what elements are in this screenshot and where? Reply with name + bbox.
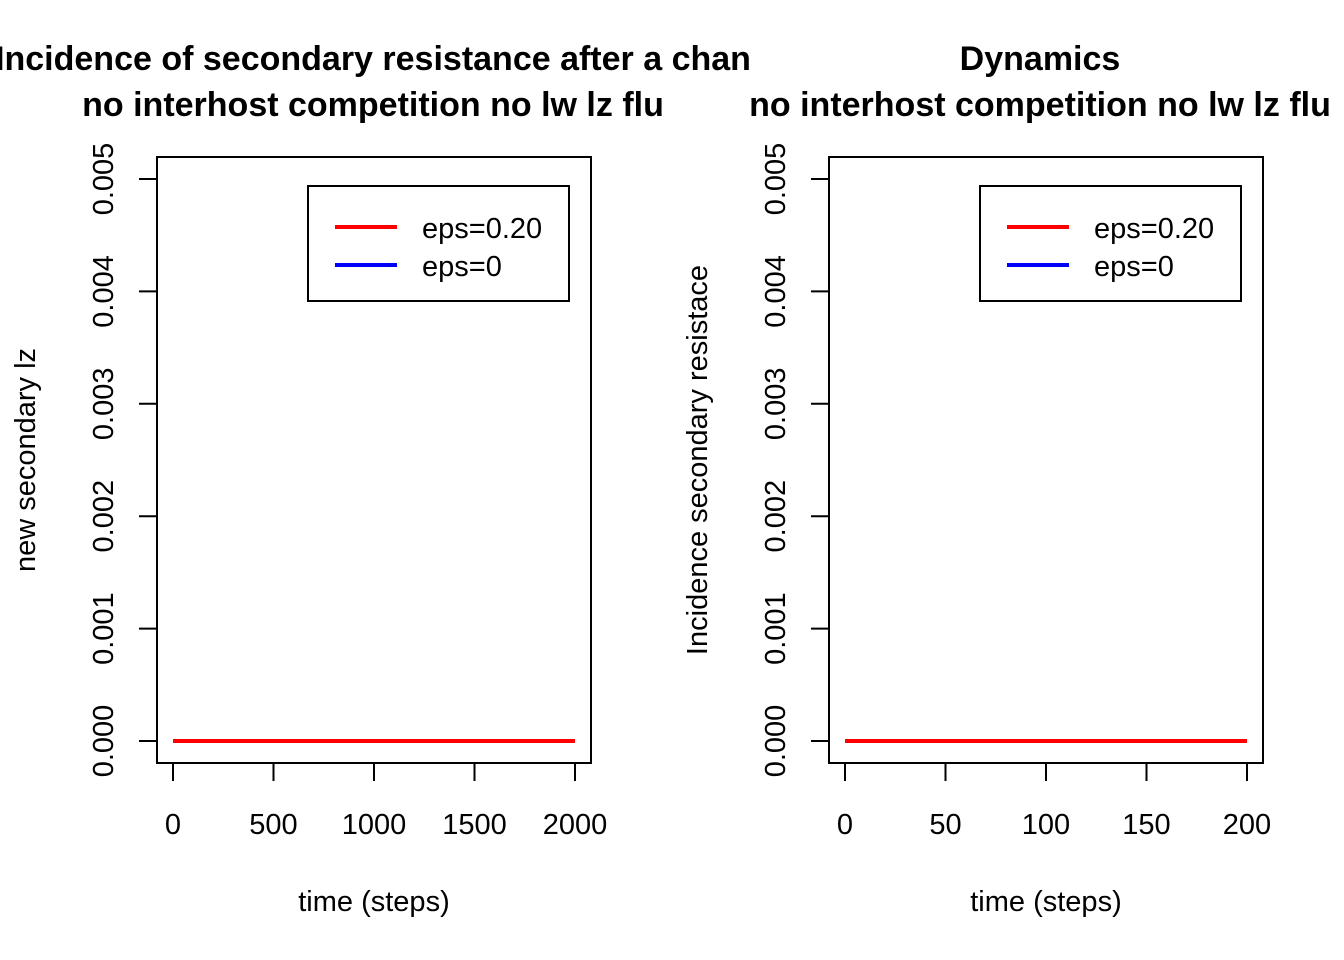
y-tick-label: 0.003 (760, 368, 792, 441)
y-tick-label: 0.002 (760, 480, 792, 553)
legend-label: eps=0 (422, 251, 502, 283)
x-tick-label: 500 (249, 809, 297, 841)
legend-label: eps=0.20 (1094, 213, 1214, 245)
y-axis-label: Incidence secondary resistace (682, 265, 714, 655)
legend-box (307, 185, 570, 302)
x-tick-label: 0 (837, 809, 853, 841)
x-axis-label: time (steps) (298, 886, 449, 918)
y-tick-label: 0.003 (88, 368, 120, 441)
y-axis: 0.000 0.001 0.002 0.003 0.004 0.005 new second… (10, 143, 158, 778)
chart-panel-1: Incidence of secondary resistance after … (0, 40, 751, 918)
y-axis-label: new secondary lz (10, 348, 42, 572)
y-tick-label: 0.000 (88, 705, 120, 778)
y-tick-label: 0.005 (88, 143, 120, 216)
legend-label: eps=0 (1094, 251, 1174, 283)
x-tick-label: 0 (165, 809, 181, 841)
x-tick-label: 1500 (442, 809, 507, 841)
x-tick-label: 1000 (342, 809, 407, 841)
y-axis: 0.000 0.001 0.002 0.003 0.004 0.005 Incidence … (682, 143, 830, 778)
y-tick-label: 0.000 (760, 705, 792, 778)
x-tick-label: 150 (1122, 809, 1170, 841)
chart-title: Dynamics (960, 40, 1121, 78)
legend-label: eps=0.20 (422, 213, 542, 245)
legend-box (979, 185, 1242, 302)
chart-subtitle: no interhost competition no lw lz flu (82, 86, 664, 124)
x-axis: 0 50 100 150 200 time (steps) (837, 762, 1271, 918)
y-tick-label: 0.004 (760, 255, 792, 328)
y-tick-label: 0.002 (88, 480, 120, 553)
legend: eps=0.20 eps=0 (979, 185, 1242, 302)
y-tick-label: 0.004 (88, 255, 120, 328)
x-tick-label: 100 (1022, 809, 1070, 841)
legend: eps=0.20 eps=0 (307, 185, 570, 302)
y-tick-label: 0.001 (760, 592, 792, 665)
x-tick-label: 50 (929, 809, 961, 841)
chart-subtitle: no interhost competition no lw lz flu (749, 86, 1331, 124)
y-tick-label: 0.001 (88, 592, 120, 665)
x-axis: 0 500 1000 1500 2000 time (steps) (165, 762, 608, 918)
chart-title: Incidence of secondary resistance after … (0, 40, 751, 78)
x-tick-label: 200 (1223, 809, 1271, 841)
y-tick-label: 0.005 (760, 143, 792, 216)
x-tick-label: 2000 (543, 809, 608, 841)
x-axis-label: time (steps) (970, 886, 1121, 918)
chart-panel-2: Dynamics no interhost competition no lw l… (682, 40, 1331, 918)
